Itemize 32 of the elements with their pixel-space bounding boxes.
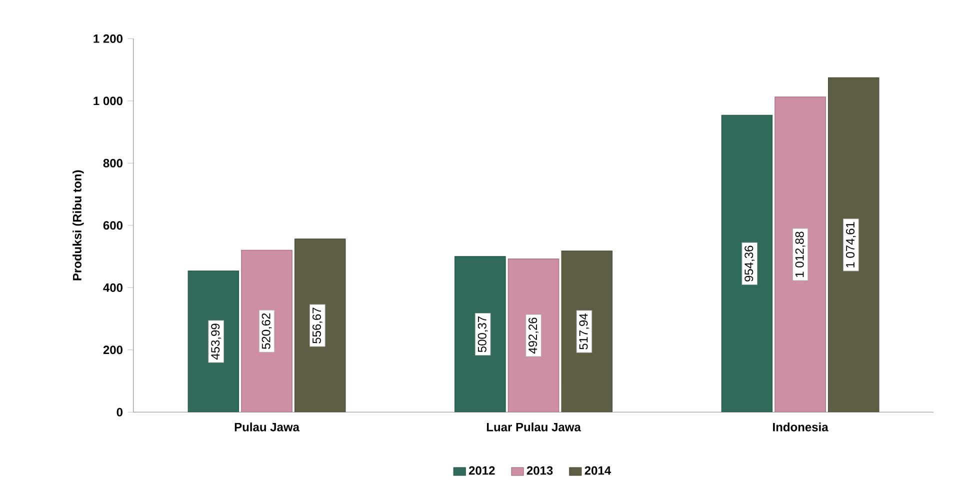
bar xyxy=(774,96,826,412)
bar xyxy=(188,270,240,412)
data-label: 500,37 xyxy=(478,316,488,352)
data-label: 492,26 xyxy=(528,318,538,354)
y-tick-label: 0 xyxy=(116,408,123,416)
y-tick-label: 400 xyxy=(103,283,122,292)
bar xyxy=(508,258,560,412)
x-tick-label: Luar Pulau Jawa xyxy=(486,422,581,432)
data-label: 520,62 xyxy=(262,313,272,349)
bar xyxy=(241,250,292,412)
bar xyxy=(828,77,880,412)
bar xyxy=(721,114,773,412)
y-tick-label: 200 xyxy=(103,346,122,354)
data-label: 1 074,61 xyxy=(846,222,856,268)
x-tick-label: Pulau Jawa xyxy=(234,422,300,432)
x-tick-label: Indonesia xyxy=(773,422,828,432)
y-tick-label: 1 000 xyxy=(94,96,122,106)
data-label: 453,99 xyxy=(211,324,222,360)
data-label: 517,94 xyxy=(579,313,590,350)
bar xyxy=(561,250,612,412)
legend-label: 2013 xyxy=(526,466,553,475)
y-tick-label: 1 200 xyxy=(94,34,122,43)
bar xyxy=(454,256,506,412)
y-axis-title: Produksi (Ribu ton) xyxy=(72,170,84,280)
y-tick-label: 800 xyxy=(103,158,122,168)
data-label: 954,36 xyxy=(744,246,755,282)
bar xyxy=(294,238,346,412)
legend-label: 2014 xyxy=(584,466,611,475)
y-tick-label: 600 xyxy=(103,221,122,230)
data-label: 556,67 xyxy=(312,308,322,344)
data-label: 1 012,88 xyxy=(795,232,806,277)
legend-label: 2012 xyxy=(468,466,495,475)
